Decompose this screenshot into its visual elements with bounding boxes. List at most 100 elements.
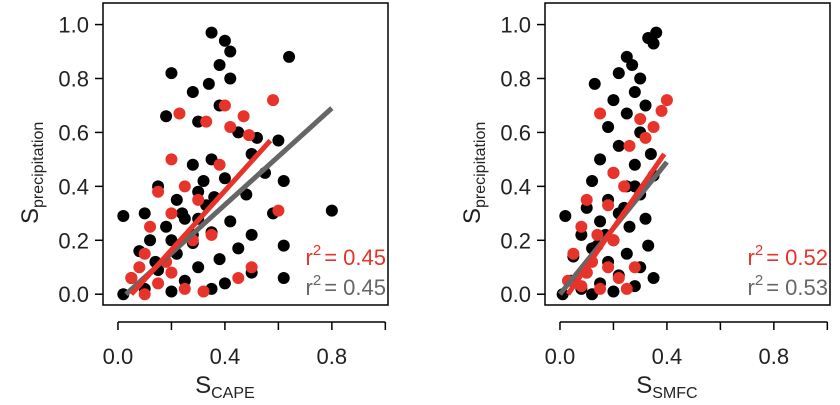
point (125, 272, 138, 285)
r-value: = 0.45 (324, 275, 386, 300)
point (165, 285, 178, 298)
point (200, 115, 213, 128)
x-tick-label: 0.8 (759, 344, 790, 369)
point (642, 32, 655, 45)
point (117, 210, 130, 223)
x-tick-label: 0.0 (545, 344, 576, 369)
point (224, 45, 237, 58)
point (237, 110, 250, 123)
point (176, 207, 189, 220)
point (224, 215, 237, 228)
y-tick-label: 0.4 (58, 174, 89, 199)
point (607, 234, 620, 247)
x-label-sub: CAPE (211, 385, 255, 402)
point (213, 253, 226, 266)
panel: 0.00.20.40.60.81.00.0 0.4 0.8SSMFCSprecipi… (459, 2, 831, 402)
point (144, 220, 157, 233)
r-squared: r2 = 0.52 (748, 242, 828, 270)
point (245, 228, 258, 241)
point (178, 282, 191, 295)
fit-line (565, 152, 667, 296)
point (173, 107, 186, 120)
x-tick-label: 0.4 (210, 344, 241, 369)
point (165, 153, 178, 166)
point (634, 112, 647, 125)
r-squared: r2 = 0.53 (748, 272, 828, 300)
x-tick-label: 0.0 (103, 344, 134, 369)
point (213, 59, 226, 72)
point (218, 277, 231, 290)
point (639, 99, 652, 112)
point (588, 77, 601, 90)
point (602, 261, 615, 274)
point (642, 239, 655, 252)
point (160, 110, 173, 123)
point (628, 158, 641, 171)
point (607, 285, 620, 298)
point (186, 158, 199, 171)
point (277, 239, 290, 252)
y-tick-label: 0.0 (500, 282, 531, 307)
point (628, 85, 641, 98)
point (205, 228, 218, 241)
r-symbol: r (306, 275, 313, 300)
point (232, 242, 245, 255)
plot-box (544, 2, 831, 306)
r-symbol: r (748, 275, 755, 300)
r-value: = 0.52 (766, 245, 828, 270)
point (205, 26, 218, 39)
point (647, 121, 660, 134)
point (620, 107, 633, 120)
point (232, 272, 245, 285)
point (612, 272, 625, 285)
point (594, 215, 607, 228)
point (277, 174, 290, 187)
point (626, 59, 639, 72)
y-axis-label: Sprecipitation (17, 122, 47, 224)
point (133, 261, 146, 274)
point (152, 185, 165, 198)
point (602, 121, 615, 134)
point (165, 67, 178, 80)
point (283, 50, 296, 63)
r-sup: 2 (313, 242, 321, 259)
point (623, 139, 636, 152)
y-tick-label: 0.2 (58, 228, 89, 253)
r-symbol: r (748, 245, 755, 270)
point (618, 180, 631, 193)
point (567, 247, 580, 260)
point (144, 234, 157, 247)
r-symbol: r (306, 245, 313, 270)
y-tick-label: 0.6 (58, 120, 89, 145)
y-tick-label: 1.0 (58, 13, 89, 38)
point (213, 158, 226, 171)
point (575, 220, 588, 233)
y-tick-label: 0.2 (500, 228, 531, 253)
y-axis-label: Sprecipitation (459, 122, 489, 224)
point (267, 94, 280, 107)
point (620, 247, 633, 260)
point (602, 199, 615, 212)
point (197, 285, 210, 298)
point (186, 85, 199, 98)
r-squared: r2 = 0.45 (306, 242, 386, 270)
x-axis-label: SCAPE (195, 372, 255, 402)
point (242, 129, 255, 142)
point (245, 261, 258, 274)
point (639, 212, 652, 225)
r-sup: 2 (313, 272, 321, 289)
point (607, 94, 620, 107)
point (224, 121, 237, 134)
point (660, 94, 673, 107)
point (612, 67, 625, 80)
fit-line (129, 138, 273, 296)
point (620, 282, 633, 295)
point (218, 99, 231, 112)
point (160, 220, 173, 233)
point (655, 104, 668, 117)
y-tick-label: 1.0 (500, 13, 531, 38)
point (197, 174, 210, 187)
point (170, 193, 183, 206)
point (178, 180, 191, 193)
